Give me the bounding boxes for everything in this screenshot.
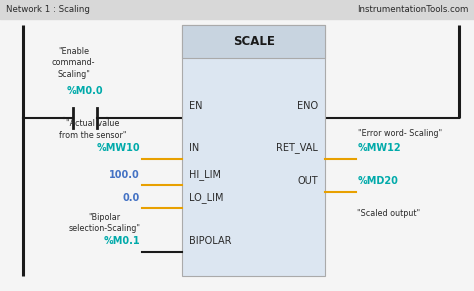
Text: %M0.0: %M0.0 [67,86,104,96]
Text: EN: EN [189,101,202,111]
Text: ENO: ENO [297,101,318,111]
Text: "Error word- Scaling": "Error word- Scaling" [358,129,443,138]
Text: "Bipolar
selection-Scaling": "Bipolar selection-Scaling" [68,212,140,233]
Text: %MW10: %MW10 [96,143,140,153]
Text: SCALE: SCALE [233,35,274,48]
Text: 0.0: 0.0 [123,193,140,203]
Bar [182,25,325,58]
Text: 100.0: 100.0 [109,170,140,180]
Text: %MD20: %MD20 [358,176,399,186]
Bar [0,0,474,19]
Bar [182,25,325,276]
Text: BIPOLAR: BIPOLAR [189,237,232,246]
Text: %MW12: %MW12 [358,143,401,153]
Text: "Actual value
from the sensor": "Actual value from the sensor" [59,119,126,140]
Text: Network 1 : Scaling: Network 1 : Scaling [6,5,90,14]
Text: %M0.1: %M0.1 [103,237,140,246]
Text: "Enable
command-
Scaling": "Enable command- Scaling" [52,47,95,79]
Text: OUT: OUT [297,176,318,186]
Text: HI_LIM: HI_LIM [189,169,221,180]
Text: LO_LIM: LO_LIM [189,192,224,203]
Text: RET_VAL: RET_VAL [276,142,318,153]
Text: InstrumentationTools.com: InstrumentationTools.com [357,5,468,14]
Text: "Scaled output": "Scaled output" [357,210,420,218]
Text: IN: IN [189,143,200,153]
